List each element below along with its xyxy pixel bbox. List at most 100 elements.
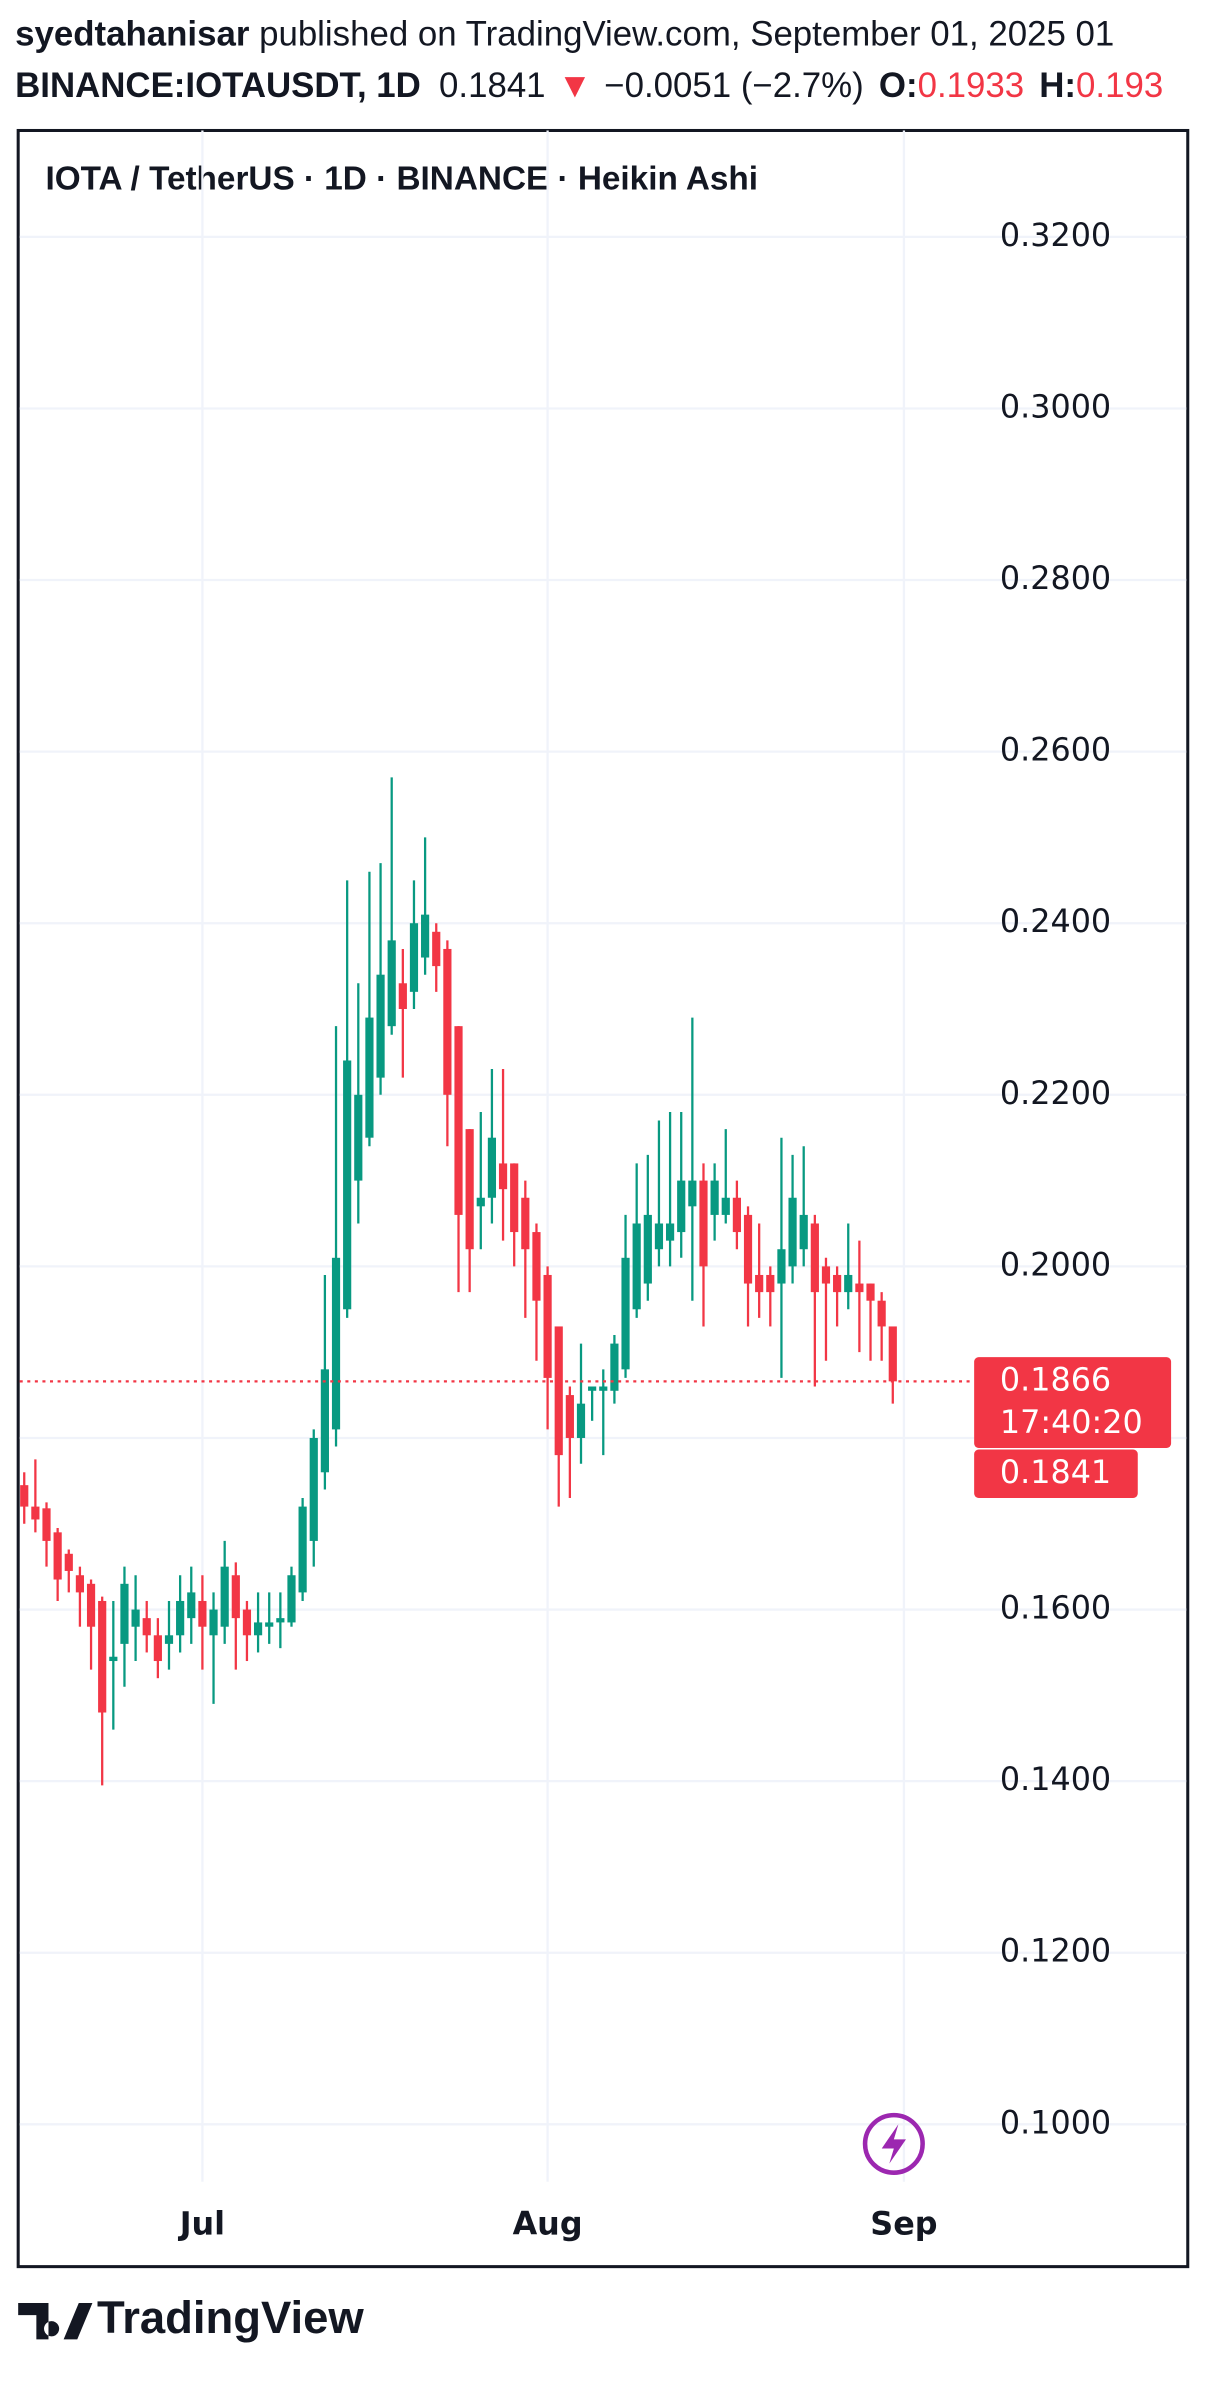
candle-body [231, 1575, 240, 1619]
candle [833, 1266, 842, 1327]
candle-body [276, 1618, 285, 1623]
candle [53, 1528, 62, 1601]
candle [298, 1498, 307, 1601]
open: 0.1933 [918, 66, 1025, 105]
candle [75, 1566, 85, 1627]
candle-body [576, 1403, 586, 1438]
candle-body [187, 1592, 196, 1619]
candle-body [64, 1553, 73, 1571]
header-line-2: BINANCE:IOTAUSDT, 1D 0.1841 ▼ −0.0051 (−2.7… [15, 66, 1163, 105]
y-tick-label: 0.2600 [1000, 731, 1111, 769]
price: 0.1841 [439, 66, 546, 105]
candle-body [487, 1137, 497, 1198]
candle [799, 1146, 808, 1267]
candle [20, 1472, 29, 1524]
candle [454, 1026, 463, 1293]
price-label-box [974, 1357, 1172, 1449]
candle [86, 1579, 96, 1670]
candle [810, 1214, 819, 1387]
candle-body [409, 923, 419, 992]
y-tick-label: 0.2000 [1000, 1245, 1111, 1283]
chart-title: IOTA / TetherUS · 1D · BINANCE · Heikin … [45, 160, 758, 197]
candle-body [443, 948, 452, 1095]
candle-body [298, 1506, 307, 1593]
candle-body [833, 1274, 842, 1293]
candle-body [432, 931, 441, 967]
candle [331, 1026, 341, 1447]
candle-body [699, 1180, 708, 1267]
candle-body [866, 1283, 875, 1301]
candle-body [421, 914, 430, 958]
candle [543, 1266, 552, 1430]
candle-body [810, 1223, 819, 1293]
candle-body [454, 1026, 463, 1215]
candle-body [265, 1622, 274, 1627]
logo[interactable]: TradingView [18, 2292, 364, 2343]
candle-body [521, 1197, 530, 1250]
candle [220, 1540, 229, 1644]
close-label: 0.1841 [1000, 1453, 1111, 1491]
candle-body [643, 1214, 652, 1284]
candle [855, 1240, 864, 1353]
candle-body [532, 1232, 541, 1301]
candle-body [86, 1583, 96, 1627]
candle [153, 1618, 162, 1679]
candle [643, 1154, 652, 1301]
candle-body [543, 1274, 552, 1378]
candle-body [53, 1532, 62, 1580]
published: published on TradingView.com, September … [259, 15, 1114, 54]
x-tick-label: Sep [870, 2205, 937, 2243]
candle [354, 983, 363, 1224]
candle [688, 1017, 697, 1301]
candle-body [20, 1485, 29, 1507]
candle-body [799, 1214, 808, 1250]
change: −0.0051 (−2.7%) [604, 66, 863, 105]
candle [788, 1154, 797, 1284]
candle-body [209, 1609, 218, 1636]
candle [510, 1163, 519, 1267]
candle [877, 1292, 886, 1361]
candle [677, 1111, 686, 1258]
symbol: BINANCE:IOTAUSDT, 1D [15, 66, 421, 105]
y-tick-label: 0.1200 [1000, 1932, 1111, 1970]
candle-body [788, 1197, 797, 1267]
candle-body [755, 1274, 764, 1293]
lightning-icon[interactable] [862, 2112, 925, 2175]
candle-body [821, 1266, 831, 1284]
candle-body [198, 1600, 207, 1627]
candle [732, 1180, 741, 1250]
candle [387, 777, 396, 1035]
countdown: 17:40:20 [1000, 1403, 1143, 1441]
candle-body [632, 1223, 641, 1310]
candle-body [677, 1180, 686, 1233]
candle-body [331, 1257, 341, 1430]
candle [866, 1283, 875, 1361]
candle-body [309, 1437, 318, 1541]
y-tick-label: 0.2400 [1000, 902, 1111, 940]
candle [432, 923, 441, 992]
candle [766, 1266, 775, 1327]
high: 0.193 [1076, 66, 1163, 105]
candle [176, 1575, 185, 1653]
candle [621, 1214, 630, 1378]
high-key: H: [1039, 66, 1076, 105]
candle-body [153, 1635, 162, 1662]
candle [599, 1369, 608, 1456]
candle [476, 1111, 485, 1250]
candle [554, 1326, 563, 1507]
candle [164, 1600, 174, 1670]
candle-body [376, 974, 385, 1078]
candle-body [142, 1618, 151, 1636]
y-tick-label: 0.2200 [1000, 1074, 1111, 1112]
candle-body [732, 1197, 741, 1233]
candle-body [877, 1300, 886, 1327]
chart-frame [16, 128, 1190, 2269]
candle-body [498, 1163, 508, 1190]
candle-body [621, 1257, 630, 1370]
candle-body [510, 1163, 519, 1233]
candle [632, 1163, 641, 1318]
candle [409, 880, 419, 1010]
candle [465, 1129, 474, 1293]
open-key: O: [879, 66, 918, 105]
